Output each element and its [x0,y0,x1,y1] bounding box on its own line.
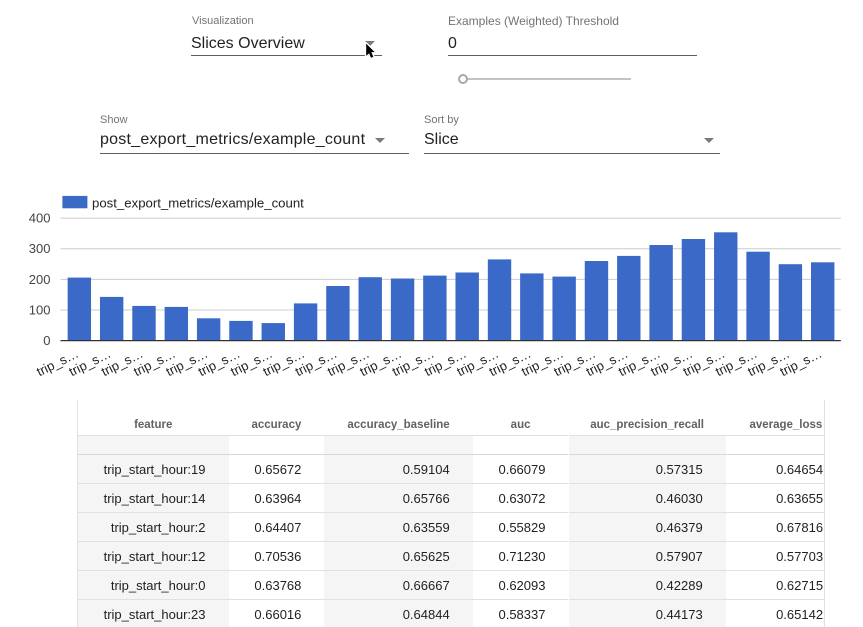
svg-text:400: 400 [29,211,51,226]
svg-text:300: 300 [29,241,51,256]
svg-text:0: 0 [43,333,50,348]
svg-text:100: 100 [29,302,51,317]
svg-text:200: 200 [29,272,51,287]
svg-text:post_export_metrics/example_co: post_export_metrics/example_count [92,195,304,210]
